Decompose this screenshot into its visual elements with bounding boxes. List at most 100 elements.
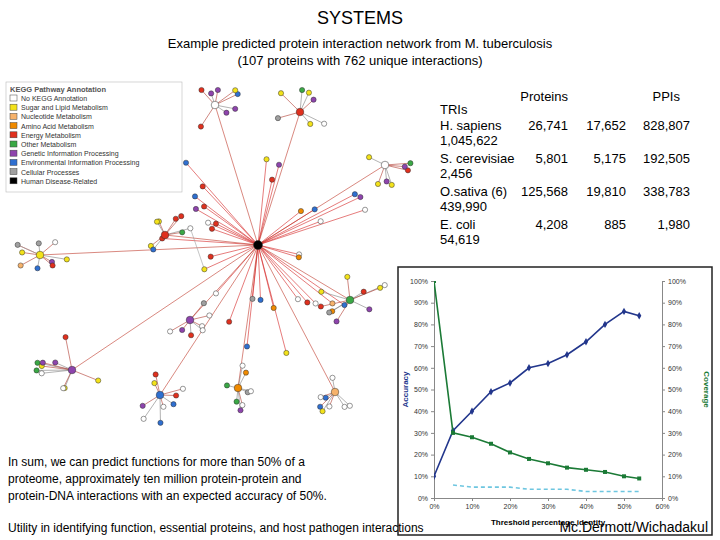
network-edge xyxy=(215,105,258,245)
series-marker xyxy=(470,407,474,414)
network-edge xyxy=(144,395,160,419)
network-node xyxy=(375,181,380,186)
tick-label: 60% xyxy=(655,503,669,510)
network-node xyxy=(180,327,185,332)
tick-label: 10% xyxy=(414,473,428,480)
network-node xyxy=(318,219,323,224)
network-node xyxy=(346,296,354,304)
network-node xyxy=(248,389,253,394)
tick-label: 20% xyxy=(668,451,682,458)
network-edge xyxy=(165,235,258,245)
tick: 0% xyxy=(418,495,434,502)
network-edge xyxy=(72,370,98,381)
network-edge xyxy=(162,238,258,245)
tick-mark xyxy=(431,411,434,412)
network-edge xyxy=(258,221,321,245)
tick-label: 60% xyxy=(668,365,682,372)
network-node xyxy=(151,247,156,252)
network-node xyxy=(201,204,206,209)
network-node xyxy=(278,91,283,96)
network-node xyxy=(402,164,407,169)
tick-label: 100% xyxy=(410,278,428,285)
series-marker xyxy=(434,473,436,480)
tick-label: 50% xyxy=(414,386,428,393)
network-node xyxy=(342,302,347,307)
network-node xyxy=(311,97,316,102)
network-node xyxy=(233,106,238,111)
series-line xyxy=(453,485,639,492)
tick: 20% xyxy=(662,451,682,458)
network-node xyxy=(141,416,146,421)
network-node xyxy=(250,296,255,301)
network-legend: KEGG Pathway AnnotationNo KEGG Annotatio… xyxy=(6,82,182,192)
network-node xyxy=(213,291,218,296)
network-node xyxy=(202,267,207,272)
network-edge xyxy=(258,210,365,245)
tick: 40% xyxy=(579,498,593,510)
network-node xyxy=(35,266,40,271)
tick-label: 10% xyxy=(668,473,682,480)
tick: 50% xyxy=(617,498,631,510)
summary-text: proteome, approximately ten million prot… xyxy=(8,472,302,486)
tick-mark xyxy=(662,281,665,282)
tick-label: 40% xyxy=(414,408,428,415)
network-node xyxy=(296,108,304,116)
legend-label: Nucleotide Metabolism xyxy=(21,113,92,120)
network-edge xyxy=(195,196,258,245)
tick-mark xyxy=(662,390,665,391)
network-node xyxy=(306,90,311,95)
tick-label: 90% xyxy=(414,299,428,306)
slide: SYSTEMSExample predicted protein interac… xyxy=(0,0,720,540)
network-node xyxy=(224,383,229,388)
network-node xyxy=(39,371,44,376)
tick-mark xyxy=(431,455,434,456)
network-node xyxy=(208,254,213,259)
network-node xyxy=(269,177,274,182)
legend-label: Other Metabolism xyxy=(21,141,76,148)
network-node xyxy=(358,194,363,199)
network-node xyxy=(206,220,211,225)
network-node xyxy=(312,207,317,212)
network-node xyxy=(320,409,325,414)
tick-label: 30% xyxy=(541,503,555,510)
network-edge xyxy=(204,207,258,245)
network-node xyxy=(308,121,313,126)
network-node xyxy=(36,251,44,259)
title: SYSTEMS xyxy=(317,8,403,28)
network-node xyxy=(298,208,303,213)
tick-label: 10% xyxy=(465,503,479,510)
table-cell: 19,810 xyxy=(586,184,626,199)
y2-axis: 0%10%20%30%40%50%60%70%80%90%100% xyxy=(662,278,686,502)
tick: 0% xyxy=(429,498,439,510)
legend-label: Cellular Processes xyxy=(21,169,80,176)
tick: 10% xyxy=(465,498,479,510)
network-node xyxy=(96,378,101,383)
network-edge xyxy=(350,288,380,300)
network-edge xyxy=(160,395,161,423)
table-header: PPIs xyxy=(653,89,681,104)
network-node xyxy=(209,226,214,231)
network-node xyxy=(18,263,23,268)
network-edge xyxy=(160,245,258,395)
network-node xyxy=(215,87,220,92)
network-node xyxy=(347,403,352,408)
network-node xyxy=(305,300,310,305)
tick-mark xyxy=(624,498,625,501)
series-marker xyxy=(508,379,512,386)
tick-mark xyxy=(548,498,549,501)
table-cell: E. coli xyxy=(440,217,476,232)
summary-text: protein-DNA interactions with an expecte… xyxy=(8,489,327,503)
network-edge xyxy=(258,112,300,245)
network-node xyxy=(234,384,242,392)
network-edge xyxy=(258,245,298,299)
legend-swatch xyxy=(10,123,17,129)
series-line xyxy=(434,281,639,478)
network-node xyxy=(154,219,159,224)
network-edge xyxy=(258,245,350,300)
tick: 30% xyxy=(662,430,682,437)
stats-table: ProteinsPPIsTRIsH. sapiens26,74117,65282… xyxy=(440,89,690,247)
tick-label: 0% xyxy=(418,495,428,502)
network-node xyxy=(171,402,176,407)
network-node xyxy=(361,289,366,294)
network-node xyxy=(211,101,219,109)
